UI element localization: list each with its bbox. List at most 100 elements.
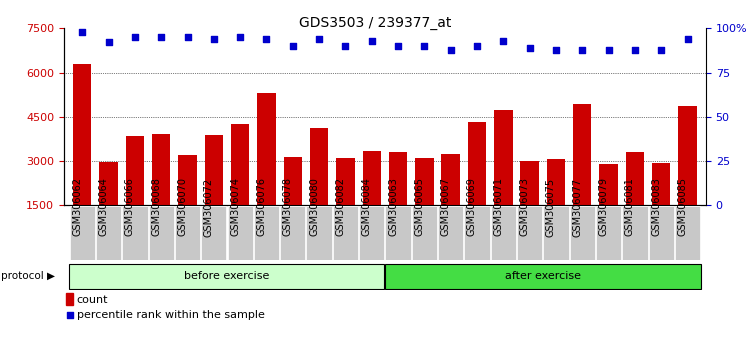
Text: GSM306070: GSM306070	[177, 177, 188, 236]
Bar	[359, 206, 385, 259]
Point	[366, 38, 378, 44]
Bar	[228, 206, 253, 259]
Bar	[385, 264, 701, 289]
Bar	[125, 136, 144, 205]
Text: GSM306065: GSM306065	[415, 177, 424, 236]
Bar	[96, 206, 121, 259]
Text: GSM306079: GSM306079	[599, 177, 608, 236]
Bar	[543, 206, 569, 259]
Bar	[494, 110, 512, 205]
Point	[182, 34, 194, 40]
Text: GSM306078: GSM306078	[283, 177, 293, 236]
Text: GSM306077: GSM306077	[572, 177, 582, 236]
Point	[550, 47, 562, 52]
Bar	[70, 206, 95, 259]
Point	[261, 36, 273, 42]
Bar	[69, 264, 385, 289]
Text: GSM306062: GSM306062	[72, 177, 83, 236]
Text: before exercise: before exercise	[184, 272, 270, 281]
Point	[418, 43, 430, 49]
Bar	[520, 161, 538, 205]
Bar	[231, 124, 249, 205]
Bar	[306, 206, 332, 259]
Bar	[649, 206, 674, 259]
Text: GSM306076: GSM306076	[256, 177, 267, 236]
Bar	[389, 152, 407, 205]
Bar	[201, 206, 227, 259]
Bar	[490, 206, 516, 259]
Text: GSM306074: GSM306074	[230, 177, 240, 236]
Text: GSM306067: GSM306067	[441, 177, 451, 236]
Bar	[599, 164, 618, 205]
Bar	[258, 93, 276, 205]
Point	[681, 36, 693, 42]
Bar	[149, 206, 173, 259]
Bar	[204, 135, 223, 205]
Bar	[336, 159, 354, 205]
Point	[497, 38, 509, 44]
Bar	[442, 154, 460, 205]
Bar	[99, 162, 118, 205]
Bar	[652, 163, 671, 205]
Point	[445, 47, 457, 52]
Text: GSM306073: GSM306073	[520, 177, 529, 236]
Point	[655, 47, 667, 52]
Bar	[626, 152, 644, 205]
Text: GSM306068: GSM306068	[151, 177, 161, 236]
Text: GSM306066: GSM306066	[125, 177, 135, 236]
Text: GSM306082: GSM306082	[336, 177, 345, 236]
Text: GSM306075: GSM306075	[546, 177, 556, 236]
Text: GSM306084: GSM306084	[362, 177, 372, 236]
Bar	[66, 293, 74, 305]
Text: GSM306085: GSM306085	[677, 177, 687, 236]
Point	[392, 43, 404, 49]
Bar	[175, 206, 201, 259]
Point	[155, 34, 167, 40]
Point	[629, 47, 641, 52]
Text: percentile rank within the sample: percentile rank within the sample	[77, 310, 264, 320]
Bar	[178, 155, 197, 205]
Point	[77, 29, 89, 35]
Text: GSM306063: GSM306063	[388, 177, 398, 236]
Text: protocol ▶: protocol ▶	[1, 272, 55, 281]
Point	[287, 43, 299, 49]
Bar	[254, 206, 279, 259]
Point	[103, 40, 115, 45]
Bar	[280, 206, 306, 259]
Bar	[547, 159, 566, 205]
Bar	[569, 206, 595, 259]
Text: GSM306072: GSM306072	[204, 177, 214, 236]
Point	[602, 47, 614, 52]
Bar	[517, 206, 542, 259]
Bar	[385, 206, 411, 259]
Bar	[333, 206, 358, 259]
Bar	[284, 157, 302, 205]
Bar	[152, 134, 170, 205]
Point	[313, 36, 325, 42]
Bar	[73, 64, 92, 205]
Point	[339, 43, 351, 49]
Bar	[675, 206, 700, 259]
Bar	[310, 128, 328, 205]
Bar	[464, 206, 490, 259]
Point	[523, 45, 535, 51]
Point	[234, 34, 246, 40]
Point	[129, 34, 141, 40]
Text: GSM306083: GSM306083	[651, 177, 661, 236]
Bar	[415, 159, 433, 205]
Text: GSM306069: GSM306069	[467, 177, 477, 236]
Text: GDS3503 / 239377_at: GDS3503 / 239377_at	[300, 16, 451, 30]
Bar	[596, 206, 621, 259]
Bar	[438, 206, 463, 259]
Text: GSM306081: GSM306081	[625, 177, 635, 236]
Point	[64, 313, 76, 318]
Bar	[363, 151, 381, 205]
Text: count: count	[77, 295, 108, 305]
Bar	[623, 206, 647, 259]
Point	[208, 36, 220, 42]
Text: after exercise: after exercise	[505, 272, 581, 281]
Bar	[573, 104, 592, 205]
Text: GSM306071: GSM306071	[493, 177, 503, 236]
Point	[471, 43, 483, 49]
Text: GSM306080: GSM306080	[309, 177, 319, 236]
